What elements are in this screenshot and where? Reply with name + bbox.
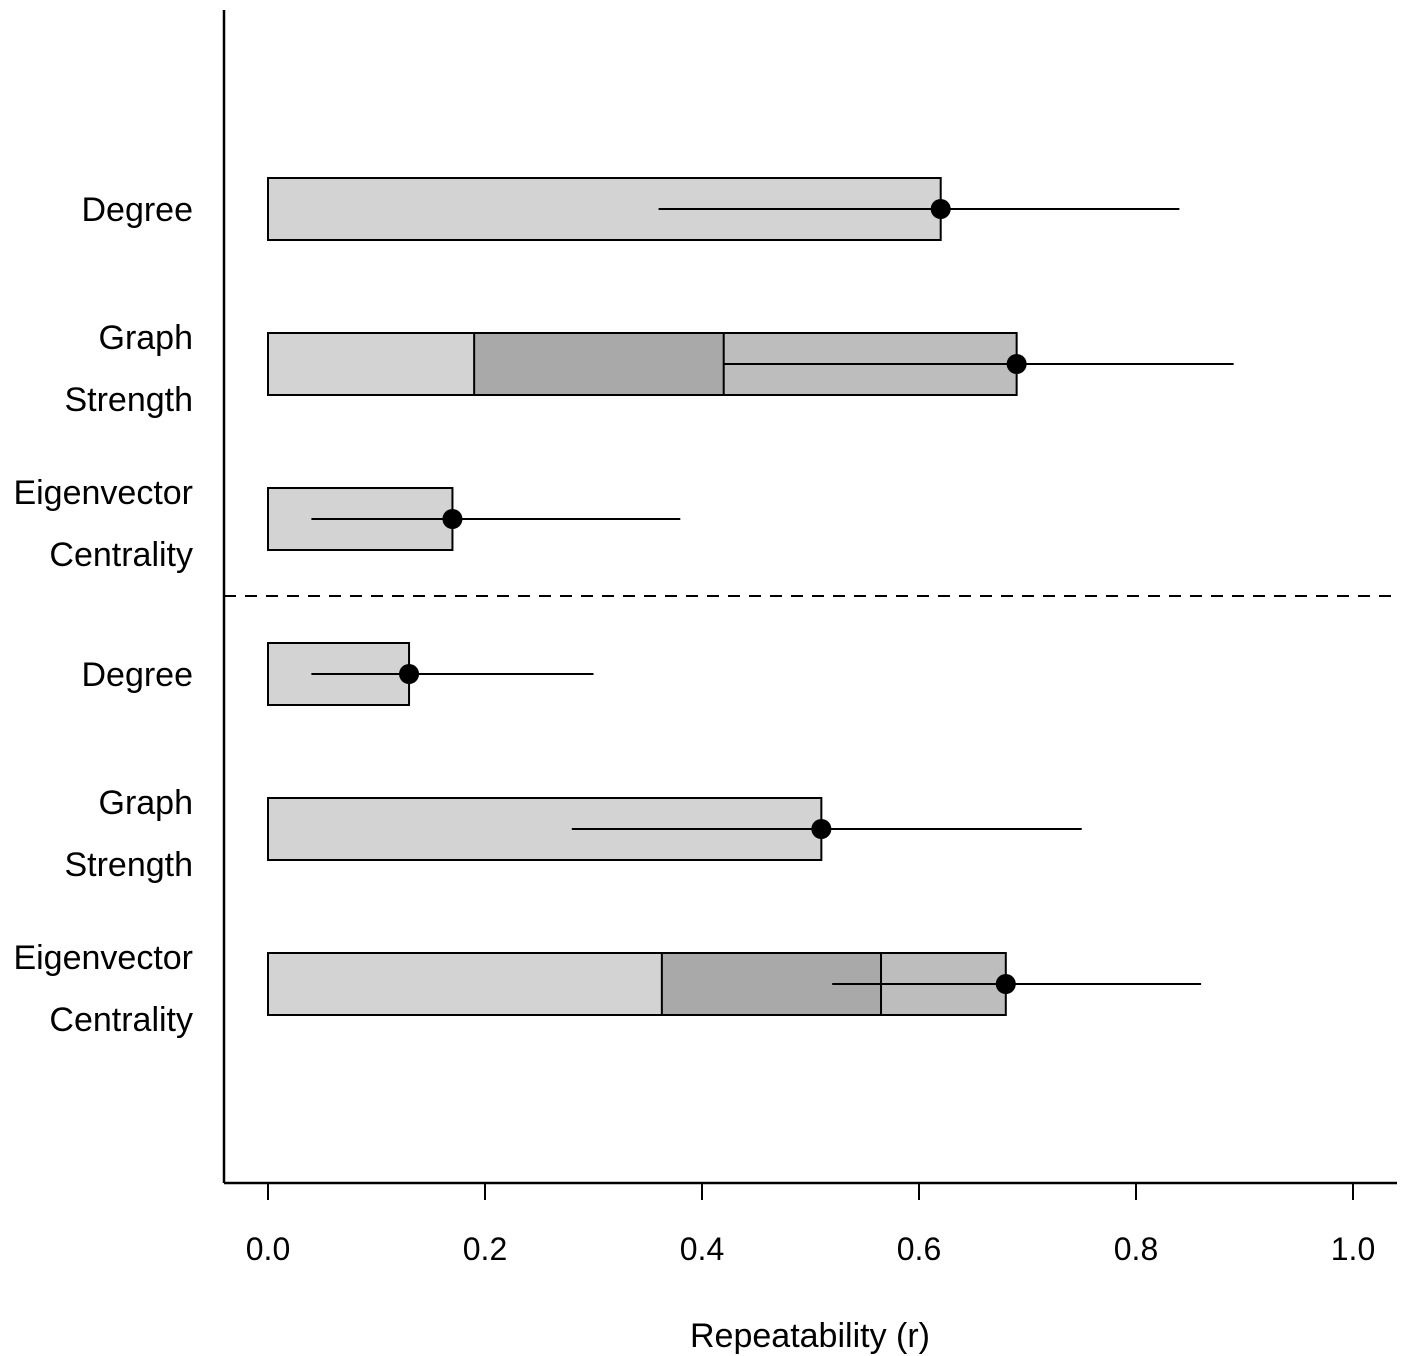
row-label: Graph — [99, 319, 194, 357]
x-tick-label: 0.4 — [680, 1231, 724, 1267]
point-estimate — [1006, 354, 1027, 374]
point-estimate — [995, 974, 1016, 994]
x-axis-ticks: 0.0 0.2 0.4 0.6 0.8 1.0 — [246, 1183, 1375, 1267]
x-axis-title: Repeatability (r) — [690, 1317, 930, 1355]
point-estimate — [399, 664, 420, 684]
x-tick-label: 0.2 — [463, 1231, 507, 1267]
row-3: Eigenvector Centrality — [13, 474, 681, 574]
bar-segment-dark — [474, 333, 724, 395]
rows-layer: Degree Graph Strength Eigenvector Centrality… — [13, 177, 1234, 1039]
point-estimate — [442, 509, 463, 529]
point-estimate — [930, 199, 951, 219]
x-tick-label: 1.0 — [1331, 1231, 1375, 1267]
row-label: Centrality — [49, 1001, 193, 1039]
row-label: Strength — [64, 846, 193, 884]
row-label: Degree — [81, 191, 193, 229]
row-5: Graph Strength — [64, 784, 1082, 884]
x-tick-label: 0.0 — [246, 1231, 290, 1267]
row-4: Degree — [81, 642, 594, 706]
row-2: Graph Strength — [64, 319, 1234, 419]
row-label: Eigenvector — [13, 474, 193, 512]
row-6: Eigenvector Centrality — [13, 939, 1202, 1039]
row-label: Graph — [99, 784, 194, 822]
row-label: Strength — [64, 381, 193, 419]
x-tick-label: 0.6 — [897, 1231, 941, 1267]
x-tick-label: 0.8 — [1114, 1231, 1158, 1267]
row-label: Eigenvector — [13, 939, 193, 977]
point-estimate — [811, 819, 832, 839]
row-1: Degree — [81, 177, 1180, 241]
row-label: Degree — [81, 656, 193, 694]
row-label: Centrality — [49, 536, 193, 574]
